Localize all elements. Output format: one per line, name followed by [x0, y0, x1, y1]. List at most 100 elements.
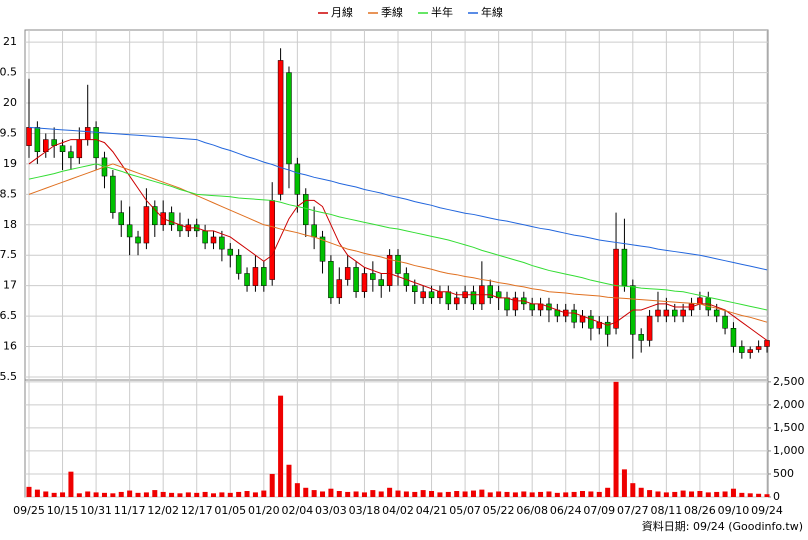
volume-bar: [563, 492, 569, 497]
x-tick-label: 12/17: [181, 504, 213, 517]
volume-bar: [303, 487, 309, 497]
candle-body: [59, 145, 66, 152]
volume-bar: [244, 491, 250, 497]
candle-body: [261, 267, 267, 286]
volume-bar: [403, 491, 409, 497]
footnote: 資料日期: 09/24 (Goodinfo.tw): [642, 519, 803, 533]
y-tick-label: 18.5: [0, 187, 17, 200]
volume-bar: [336, 491, 342, 497]
candle-body: [353, 267, 359, 292]
candle-body: [344, 267, 351, 280]
x-tick-label: 09/24: [751, 504, 783, 517]
y2-tick-label: 500: [773, 467, 794, 480]
candle-body: [470, 291, 477, 305]
candle-body: [328, 261, 334, 299]
volume-bar: [311, 490, 317, 497]
volume-bar: [60, 492, 66, 497]
x-tick-label: 06/24: [550, 504, 582, 517]
candle-body: [361, 273, 368, 292]
y-tick-label: 21: [3, 35, 17, 48]
volume-bar: [705, 492, 711, 497]
volume-bar: [504, 491, 510, 497]
volume-bar: [580, 491, 585, 497]
volume-bar: [546, 491, 552, 497]
y-tick-label: 15.5: [0, 370, 17, 383]
y-tick-label: 20: [3, 96, 17, 109]
volume-bar: [345, 491, 351, 497]
candle-body: [235, 254, 242, 274]
candle-body: [26, 127, 32, 146]
candle-body: [202, 230, 208, 244]
candle-body: [571, 309, 577, 323]
candle-body: [378, 279, 384, 286]
volume-bar: [420, 490, 426, 497]
candle-body: [386, 254, 393, 286]
candle-body: [277, 60, 284, 195]
x-tick-label: 12/02: [147, 504, 179, 517]
candle-body: [672, 309, 678, 317]
volume-bar: [462, 491, 468, 497]
y-tick-label: 17.5: [0, 248, 17, 261]
volume-bar: [521, 491, 527, 497]
candle-body: [76, 139, 83, 159]
volume-bar: [722, 491, 728, 497]
candle-body: [118, 212, 124, 226]
volume-bar: [512, 492, 518, 497]
volume-bar: [101, 492, 107, 497]
candle-body: [697, 297, 703, 305]
candle-body: [621, 248, 628, 286]
volume-bar: [554, 492, 560, 497]
volume-bar: [621, 469, 627, 497]
candle-body: [84, 127, 91, 140]
volume-bar: [412, 491, 418, 497]
volume-bar: [252, 492, 258, 497]
candle-body: [210, 236, 217, 244]
volume-bar: [127, 490, 133, 497]
candle-body: [713, 309, 720, 317]
y-tick-label: 20.5: [0, 66, 17, 79]
volume-bar: [135, 492, 141, 497]
volume-bar: [294, 483, 300, 497]
volume-bar: [261, 490, 267, 497]
candle-body: [747, 349, 753, 353]
volume-bar: [655, 491, 661, 497]
volume-bar: [730, 488, 736, 497]
candle-body: [588, 315, 594, 329]
candle-body: [437, 291, 443, 299]
volume-bar: [479, 489, 485, 497]
candle-body: [722, 315, 728, 329]
candle-body: [370, 273, 376, 280]
x-tick-label: 01/20: [248, 504, 280, 517]
volume-bar: [756, 493, 762, 497]
volume-bar: [320, 491, 326, 497]
x-tick-label: 04/21: [416, 504, 448, 517]
volume-bar: [697, 491, 703, 497]
candle-body: [730, 328, 737, 347]
volume-bar: [395, 490, 401, 497]
y2-tick-label: 1,500: [773, 421, 805, 434]
x-tick-label: 01/05: [214, 504, 246, 517]
volume-bar: [529, 492, 535, 497]
candle-body: [252, 267, 259, 286]
volume-bar: [194, 492, 200, 497]
volume-bar: [387, 487, 393, 497]
volume-bar: [353, 491, 359, 497]
candle-body: [395, 254, 401, 274]
candle-body: [311, 224, 317, 238]
x-tick-label: 09/25: [13, 504, 45, 517]
candle-body: [604, 321, 611, 335]
y-tick-label: 19.5: [0, 126, 17, 139]
volume-bar: [118, 491, 124, 497]
volume-bar: [588, 491, 594, 497]
candle-body: [68, 151, 74, 159]
volume-bar: [689, 491, 695, 497]
volume-bar: [169, 492, 175, 497]
volume-bar: [714, 491, 720, 497]
volume-bar: [437, 492, 443, 497]
y2-tick-label: 0: [773, 490, 780, 503]
volume-panel: [24, 379, 769, 498]
x-tick-label: 06/08: [516, 504, 548, 517]
volume-bar: [328, 488, 334, 497]
